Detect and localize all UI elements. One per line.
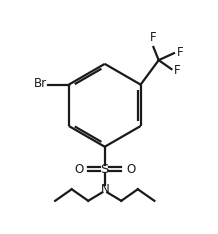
Text: F: F <box>177 46 184 58</box>
Text: S: S <box>100 163 109 176</box>
Text: N: N <box>100 183 109 196</box>
Text: F: F <box>150 31 157 44</box>
Text: Br: Br <box>33 77 47 90</box>
Text: F: F <box>174 64 181 77</box>
Text: O: O <box>126 163 135 176</box>
Text: O: O <box>74 163 83 176</box>
